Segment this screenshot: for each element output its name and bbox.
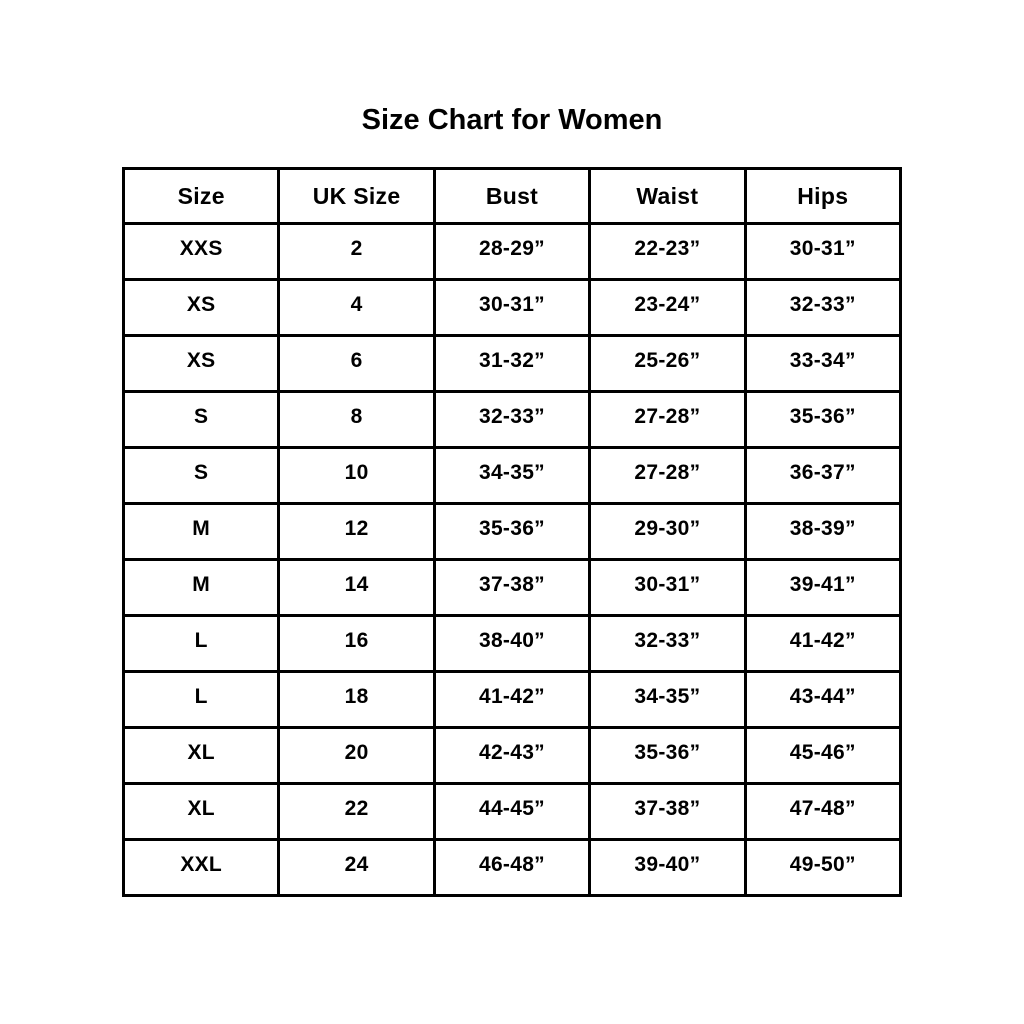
cell-bust: 38-40” (432, 614, 592, 673)
cell-hips: 33-34” (743, 334, 903, 393)
cell-hips: 49-50” (743, 838, 903, 897)
cell-size: M (121, 558, 281, 617)
page-title: Size Chart for Women (361, 104, 663, 136)
cell-bust: 46-48” (432, 838, 592, 897)
cell-uk-size: 16 (277, 614, 436, 673)
column-header-hips: Hips (743, 167, 903, 225)
cell-uk-size: 2 (277, 222, 436, 281)
table-row: XS 4 30-31” 23-24” 32-33” (121, 278, 903, 337)
cell-uk-size: 14 (277, 558, 436, 617)
cell-bust: 35-36” (432, 502, 592, 561)
cell-bust: 42-43” (432, 726, 592, 785)
cell-bust: 37-38” (432, 558, 592, 617)
table-row: XS 6 31-32” 25-26” 33-34” (121, 334, 903, 393)
column-header-bust: Bust (432, 167, 592, 225)
table-row: XL 22 44-45” 37-38” 47-48” (121, 782, 903, 841)
cell-hips: 43-44” (743, 670, 903, 729)
cell-bust: 34-35” (432, 446, 592, 505)
cell-size: S (121, 390, 281, 449)
table-header: Size UK Size Bust Waist Hips (121, 167, 903, 225)
cell-bust: 41-42” (432, 670, 592, 729)
cell-waist: 22-23” (588, 222, 747, 281)
cell-size: S (121, 446, 281, 505)
cell-uk-size: 6 (277, 334, 436, 393)
cell-waist: 27-28” (588, 390, 747, 449)
cell-uk-size: 20 (277, 726, 436, 785)
table-body: XXS 2 28-29” 22-23” 30-31” XS 4 30-31” 2… (121, 222, 903, 897)
cell-bust: 30-31” (432, 278, 592, 337)
cell-size: M (121, 502, 281, 561)
cell-waist: 35-36” (588, 726, 747, 785)
cell-hips: 30-31” (743, 222, 903, 281)
cell-hips: 35-36” (743, 390, 903, 449)
cell-uk-size: 12 (277, 502, 436, 561)
cell-uk-size: 22 (277, 782, 436, 841)
cell-waist: 27-28” (588, 446, 747, 505)
table-row: S 8 32-33” 27-28” 35-36” (121, 390, 903, 449)
cell-size: XL (121, 726, 281, 785)
column-header-uk-size: UK Size (277, 167, 436, 225)
cell-uk-size: 8 (277, 390, 436, 449)
table-row: XXL 24 46-48” 39-40” 49-50” (121, 838, 903, 897)
cell-waist: 39-40” (588, 838, 747, 897)
cell-hips: 36-37” (743, 446, 903, 505)
cell-bust: 28-29” (432, 222, 592, 281)
cell-waist: 37-38” (588, 782, 747, 841)
cell-uk-size: 18 (277, 670, 436, 729)
cell-uk-size: 24 (277, 838, 436, 897)
table-row: L 18 41-42” 34-35” 43-44” (121, 670, 903, 729)
table-row: M 14 37-38” 30-31” 39-41” (121, 558, 903, 617)
column-header-size: Size (121, 167, 281, 225)
cell-size: XL (121, 782, 281, 841)
cell-hips: 39-41” (743, 558, 903, 617)
table-row: XL 20 42-43” 35-36” 45-46” (121, 726, 903, 785)
cell-hips: 38-39” (743, 502, 903, 561)
cell-waist: 29-30” (588, 502, 747, 561)
cell-waist: 30-31” (588, 558, 747, 617)
cell-waist: 25-26” (588, 334, 747, 393)
cell-size: XXS (121, 222, 281, 281)
cell-size: L (121, 670, 281, 729)
table-row: L 16 38-40” 32-33” 41-42” (121, 614, 903, 673)
size-chart-page: Size Chart for Women Size UK Size Bust W… (121, 104, 903, 897)
cell-bust: 31-32” (432, 334, 592, 393)
table-row: S 10 34-35” 27-28” 36-37” (121, 446, 903, 505)
cell-hips: 32-33” (743, 278, 903, 337)
cell-size: XS (121, 278, 281, 337)
cell-uk-size: 10 (277, 446, 436, 505)
cell-size: XS (121, 334, 281, 393)
cell-hips: 47-48” (743, 782, 903, 841)
size-chart-table: Size UK Size Bust Waist Hips XXS 2 28-29… (121, 167, 903, 897)
cell-bust: 32-33” (432, 390, 592, 449)
table-row: XXS 2 28-29” 22-23” 30-31” (121, 222, 903, 281)
cell-waist: 34-35” (588, 670, 747, 729)
cell-size: L (121, 614, 281, 673)
header-row: Size UK Size Bust Waist Hips (121, 167, 903, 225)
cell-waist: 32-33” (588, 614, 747, 673)
table-row: M 12 35-36” 29-30” 38-39” (121, 502, 903, 561)
cell-hips: 45-46” (743, 726, 903, 785)
cell-hips: 41-42” (743, 614, 903, 673)
column-header-waist: Waist (588, 167, 747, 225)
cell-size: XXL (121, 838, 281, 897)
cell-bust: 44-45” (432, 782, 592, 841)
cell-waist: 23-24” (588, 278, 747, 337)
cell-uk-size: 4 (277, 278, 436, 337)
